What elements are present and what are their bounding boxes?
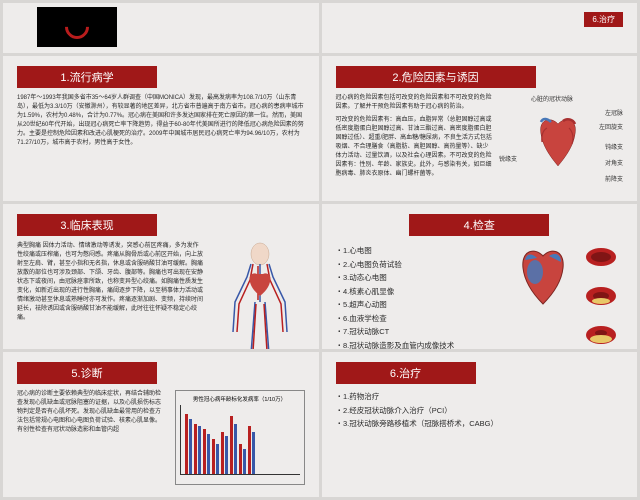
list-item: ・2.心电图负荷试验 <box>336 258 504 272</box>
slide-clinical: 3.临床表现 典型胸痛 因体力活动、情绪激动等诱发，突感心前区疼痛，多为发作性绞… <box>3 204 319 349</box>
bar-group <box>248 426 255 474</box>
section-title: 6.治疗 <box>336 362 476 384</box>
list-item: ・6.血液学检查 <box>336 312 504 326</box>
bar-group <box>212 439 219 474</box>
artery-stage-icon <box>583 244 623 275</box>
slide-epidemiology: 1.流行病学 1987年～1993年我国多省市35～64岁人群调查（中国MONI… <box>3 56 319 201</box>
section-title: 3.临床表现 <box>17 214 157 236</box>
mini-title: 6.治疗 <box>584 12 623 27</box>
body-anatomy-diagram <box>215 242 305 349</box>
anatomy-label: 对角支 <box>605 158 623 167</box>
list-item: ・1.药物治疗 <box>336 390 624 404</box>
logo-arc-icon <box>60 10 94 44</box>
slide-risk-factors: 2.危险因素与诱因 冠心病的危险因素包括可改变的危险因素和不可改变的危险因素。了… <box>322 56 638 201</box>
list-item: ・3.动态心电图 <box>336 271 504 285</box>
anatomy-label-top: 心脏的冠状动脉 <box>531 94 573 103</box>
heart-anatomy-diagram: 心脏的冠状动脉 左冠脉 左回旋支 钝缘支 对角支 前降支 锐缘支 <box>503 94 623 194</box>
list-item: ・8.冠状动脉造影及血管内成像技术 <box>336 339 504 350</box>
body-text-1: 冠心病的危险因素包括可改变的危险因素和不可改变的危险因素。了解并干预危险因素有助… <box>336 94 494 112</box>
treatment-list: ・1.药物治疗・2.经皮冠状动脉介入治疗（PCI）・3.冠状动脉旁路移植术（冠脉… <box>336 390 624 431</box>
logo-box <box>37 7 117 47</box>
artery-stage-icon <box>583 283 623 314</box>
list-item: ・7.冠状动脉CT <box>336 325 504 339</box>
heart-diagram <box>513 244 573 309</box>
slide-examination: 4.检查 ・1.心电图・2.心电图负荷试验・3.动态心电图・4.核素心肌显像・5… <box>322 204 638 349</box>
slide-intro-left <box>3 3 319 53</box>
bar-group <box>203 429 210 474</box>
bar-group <box>194 424 201 474</box>
bar-group <box>230 416 237 474</box>
body-text: 冠心病的诊断主要依赖典型的临床症状，再结合辅助检查发现心肌缺血或冠脉阻塞的证据，… <box>17 390 165 485</box>
exam-list: ・1.心电图・2.心电图负荷试验・3.动态心电图・4.核素心肌显像・5.超声心动… <box>336 244 504 349</box>
slide-intro-right: 6.治疗 <box>322 3 638 53</box>
section-title: 4.检查 <box>409 214 549 236</box>
chart-title: 男性冠心病年龄标化发病率（1/10万） <box>180 395 300 403</box>
bar-group <box>239 444 246 474</box>
heart-icon <box>533 114 583 169</box>
list-item: ・2.经皮冠状动脉介入治疗（PCI） <box>336 404 624 418</box>
artery-stage-icon <box>583 322 623 349</box>
list-item: ・4.核素心肌显像 <box>336 285 504 299</box>
bar-group <box>185 414 192 474</box>
list-item: ・3.冠状动脉旁路移植术（冠脉搭桥术，CABG） <box>336 417 624 431</box>
slide-treatment: 6.治疗 ・1.药物治疗・2.经皮冠状动脉介入治疗（PCI）・3.冠状动脉旁路移… <box>322 352 638 497</box>
section-title: 1.流行病学 <box>17 66 157 88</box>
section-title: 5.诊断 <box>17 362 157 384</box>
section-title: 2.危险因素与诱因 <box>336 66 536 88</box>
bar-group <box>221 432 228 474</box>
anatomy-label: 左回旋支 <box>599 122 623 131</box>
body-text-2: 可改变的危险因素有：高血压，血脂异常（总胆固醇过高或低密度脂蛋白胆固醇过高、甘油… <box>336 116 494 179</box>
anatomy-label: 左冠脉 <box>605 108 623 117</box>
artery-stages <box>583 244 623 349</box>
incidence-chart: 男性冠心病年龄标化发病率（1/10万） <box>175 390 305 485</box>
anatomy-label: 前降支 <box>605 174 623 183</box>
anatomy-label: 锐缘支 <box>499 154 517 163</box>
anatomy-label: 钝缘支 <box>605 142 623 151</box>
list-item: ・5.超声心动图 <box>336 298 504 312</box>
list-item: ・1.心电图 <box>336 244 504 258</box>
body-text: 1987年～1993年我国多省市35～64岁人群调查（中国MONICA）发现，最… <box>17 94 305 148</box>
slide-diagnosis: 5.诊断 冠心病的诊断主要依赖典型的临床症状，再结合辅助检查发现心肌缺血或冠脉阻… <box>3 352 319 497</box>
body-text: 典型胸痛 因体力活动、情绪激动等诱发，突感心前区疼痛，多为发作性绞痛或压榨痛，也… <box>17 242 205 349</box>
